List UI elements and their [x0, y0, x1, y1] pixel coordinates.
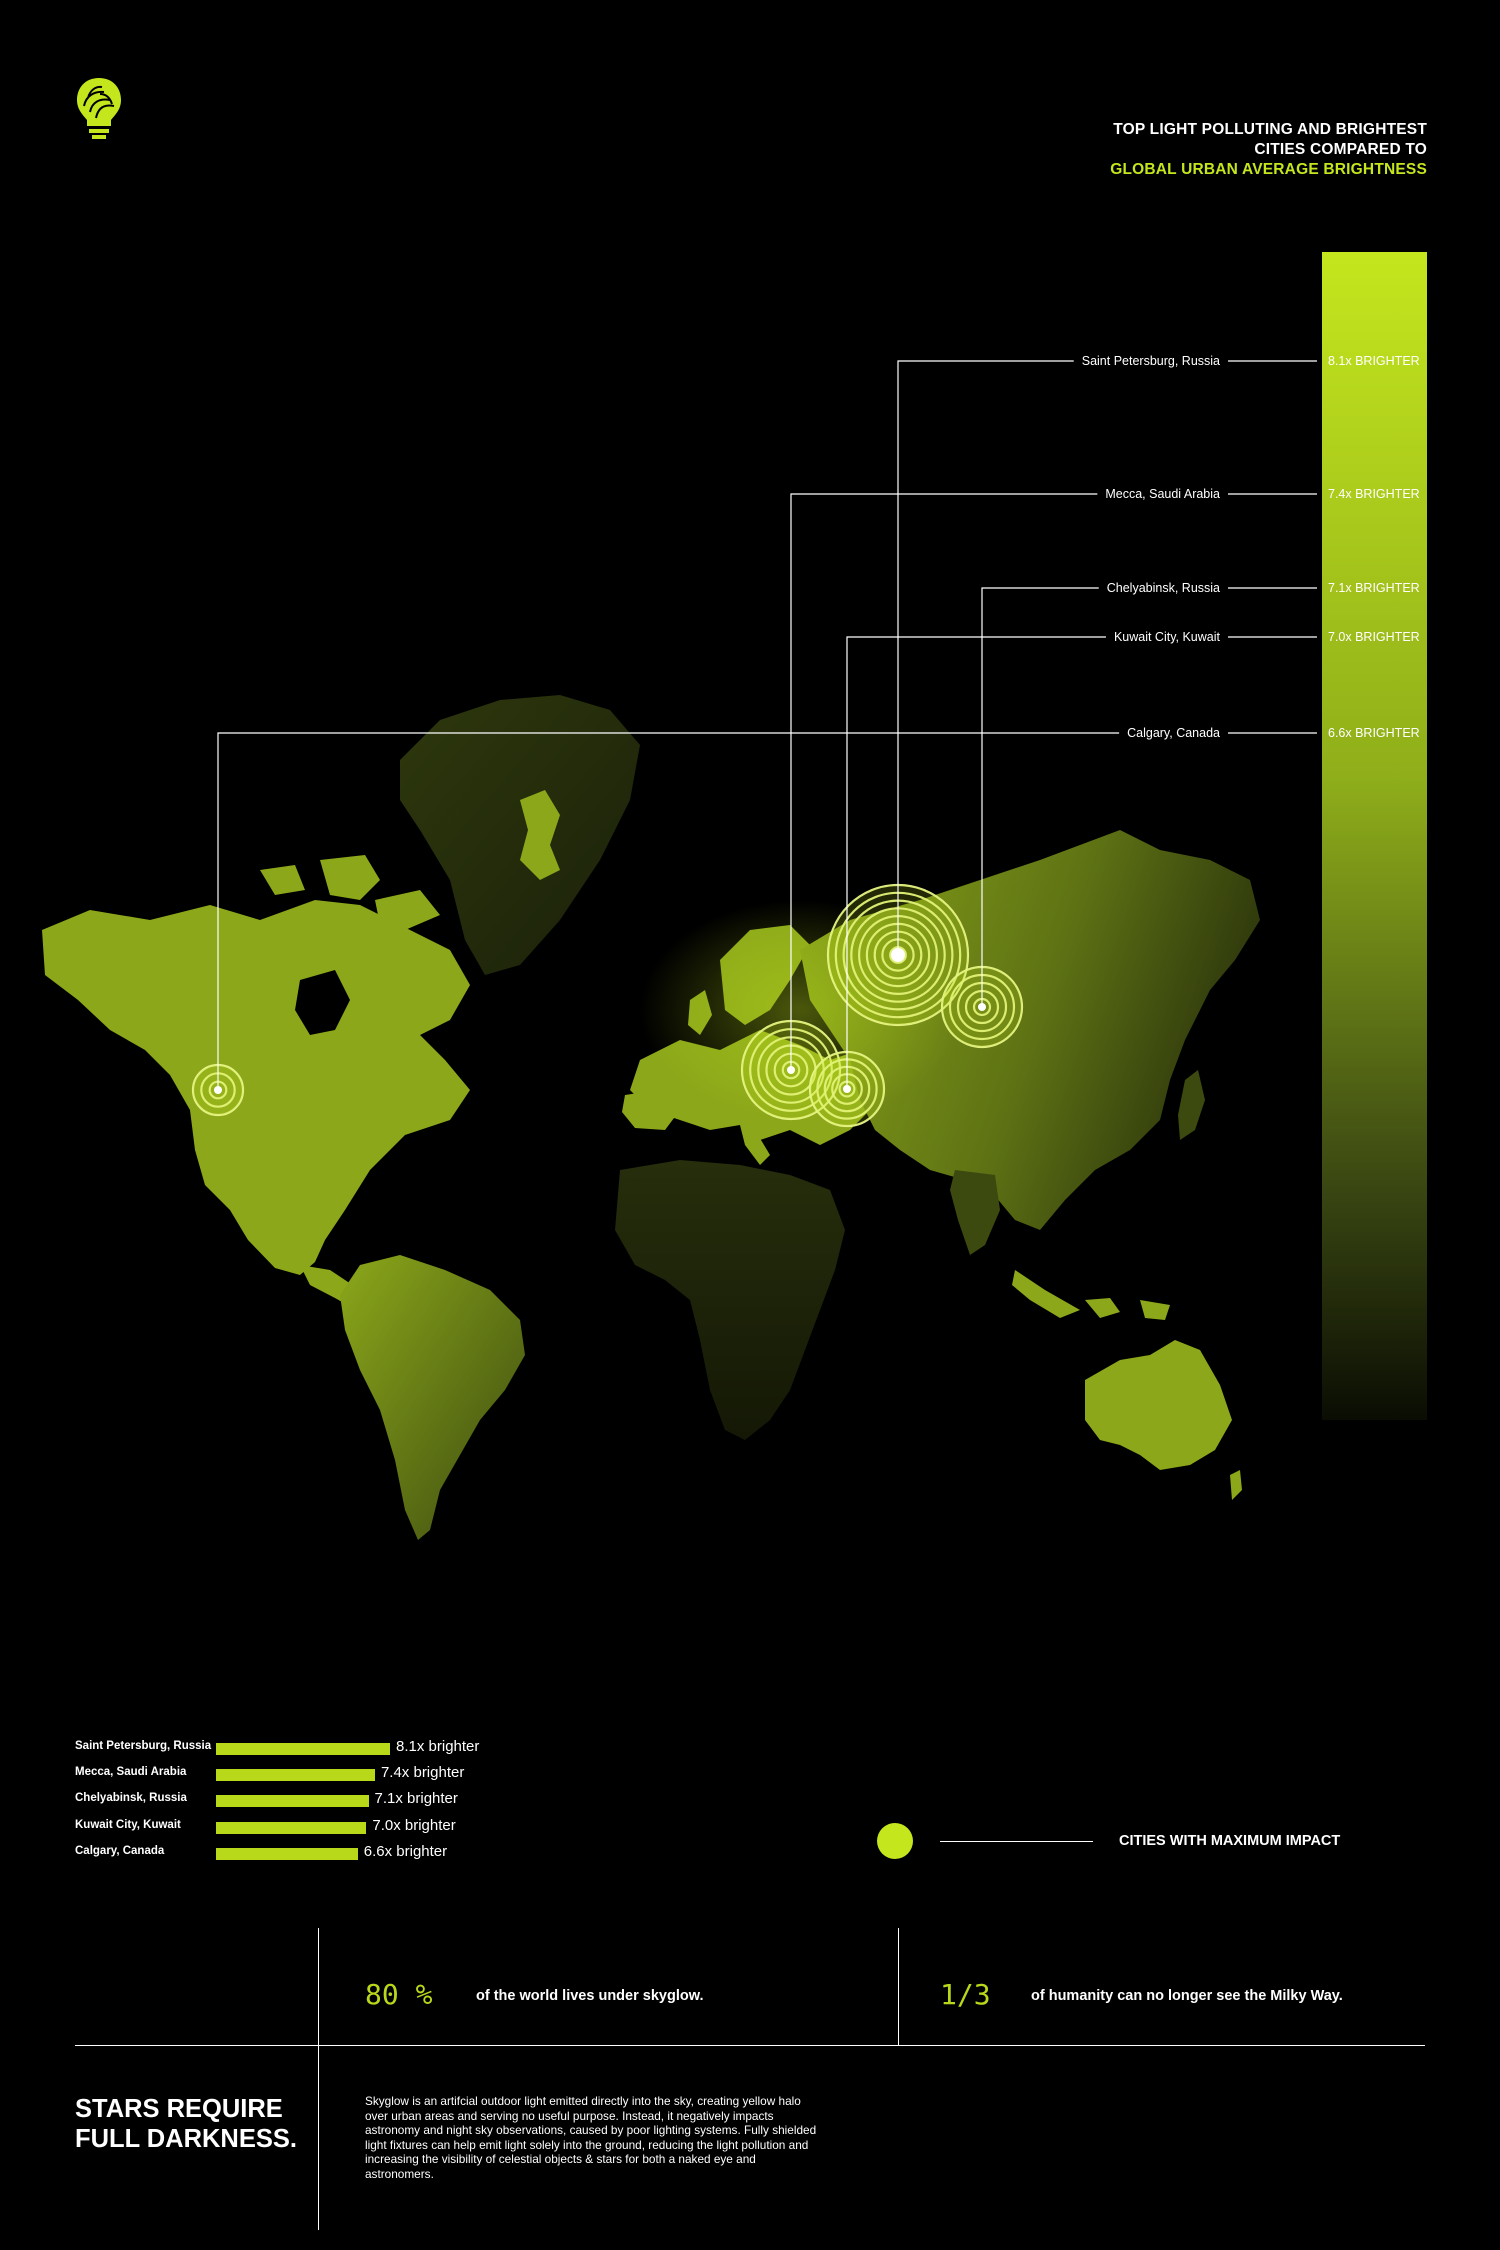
brightness-label-kuwait-city-kuwait: 7.0x BRIGHTER: [1328, 630, 1420, 644]
australia-shape: [1085, 1340, 1232, 1470]
callout-layer: Saint Petersburg, Russia 8.1x BRIGHTER Mec…: [191, 354, 1420, 1128]
city-label-chelyabinsk-russia: Chelyabinsk, Russia: [1107, 581, 1220, 595]
bar: [216, 1795, 369, 1808]
legend-line: [940, 1841, 1093, 1842]
legend-dot-icon: [877, 1823, 913, 1859]
vertical-rule-right: [898, 1928, 899, 2045]
iberia-shape: [622, 1090, 680, 1130]
bar: [216, 1821, 367, 1834]
city-label-kuwait-city-kuwait: Kuwait City, Kuwait: [1114, 630, 1221, 644]
bar-row: Mecca, Saudi Arabia 7.4x brighter: [75, 1762, 715, 1788]
brightness-label-mecca-saudi-arabia: 7.4x BRIGHTER: [1328, 487, 1420, 501]
stat-text-skyglow: of the world lives under skyglow.: [476, 1988, 704, 2004]
leader-line-calgary-canada: [217, 732, 1120, 1090]
lightbulb-brain-icon: [77, 78, 121, 139]
leader-line-saint-petersburg-russia: [897, 360, 1074, 955]
world-map: [42, 695, 1260, 1540]
hudson-bay-cutout: [295, 970, 350, 1035]
brightness-bar-chart: Saint Petersburg, Russia 8.1x brighter Mec…: [75, 1736, 715, 1867]
bar-row: Kuwait City, Kuwait 7.0x brighter: [75, 1815, 715, 1841]
italy-shape: [740, 1125, 770, 1165]
title-line-1: TOP LIGHT POLLUTING AND BRIGHTEST: [1113, 121, 1427, 138]
bar-value-label: 7.0x brighter: [372, 1816, 456, 1834]
city-label-calgary-canada: Calgary, Canada: [1127, 726, 1220, 740]
horizontal-rule: [75, 2045, 1425, 2046]
footer-heading: STARS REQUIRE FULL DARKNESS.: [75, 2094, 325, 2154]
bar-category-label: Kuwait City, Kuwait: [75, 1818, 181, 1831]
city-label-saint-petersburg-russia: Saint Petersburg, Russia: [1082, 354, 1220, 368]
bar-row: Saint Petersburg, Russia 8.1x brighter: [75, 1736, 715, 1762]
bar-value-label: 6.6x brighter: [363, 1842, 448, 1860]
title-line-2: CITIES COMPARED TO: [1254, 141, 1427, 158]
brightness-label-saint-petersburg-russia: 8.1x BRIGHTER: [1328, 354, 1420, 368]
europe-glow: [640, 900, 960, 1120]
bar: [216, 1847, 358, 1860]
stat-text-milky-way: of humanity can no longer see the Milky …: [1031, 1988, 1343, 2004]
bar-value-label: 7.4x brighter: [380, 1764, 465, 1782]
leader-line-chelyabinsk-russia: [981, 587, 1099, 1007]
bar: [216, 1743, 390, 1755]
bar-category-label: Saint Petersburg, Russia: [75, 1740, 212, 1752]
japan-shape: [1178, 1070, 1205, 1140]
brightness-label-calgary-canada: 6.6x BRIGHTER: [1328, 726, 1420, 740]
footer-heading-line-2: FULL DARKNESS.: [75, 2125, 297, 2153]
legend-label: CITIES WITH MAXIMUM IMPACT: [1119, 1833, 1341, 1849]
brightness-scale-bar: [1322, 252, 1427, 1420]
brightness-label-chelyabinsk-russia: 7.1x BRIGHTER: [1328, 581, 1420, 595]
africa-shape: [615, 1160, 845, 1440]
footer-heading-line-1: STARS REQUIRE: [75, 2095, 283, 2123]
stat-value-milky-way: 1/3: [940, 1978, 991, 2011]
bar-category-label: Mecca, Saudi Arabia: [75, 1766, 187, 1779]
new-zealand-shape: [1230, 1470, 1242, 1500]
north-america-shape: [42, 900, 470, 1275]
india-shape: [950, 1170, 1000, 1255]
arctic-islands: [260, 855, 440, 930]
bar-category-label: Calgary, Canada: [75, 1844, 165, 1857]
leader-line-mecca-saudi-arabia: [790, 493, 1098, 1070]
bar-row: Chelyabinsk, Russia 7.1x brighter: [75, 1788, 715, 1814]
footer-description: Skyglow is an artifcial outdoor light em…: [365, 2094, 817, 2181]
stat-value-skyglow: 80 %: [365, 1978, 433, 2011]
city-label-mecca-saudi-arabia: Mecca, Saudi Arabia: [1105, 487, 1220, 501]
indonesia-shape: [1012, 1270, 1170, 1320]
bar-category-label: Chelyabinsk, Russia: [75, 1792, 187, 1805]
greenland-shape: [400, 695, 640, 975]
bar-row: Calgary, Canada 6.6x brighter: [75, 1841, 715, 1867]
bar: [216, 1769, 375, 1782]
bar-value-label: 7.1x brighter: [374, 1790, 458, 1808]
south-america-shape: [340, 1255, 525, 1540]
bar-value-label: 8.1x brighter: [396, 1738, 480, 1755]
chart-title: TOP LIGHT POLLUTING AND BRIGHTEST CITIES…: [1110, 120, 1427, 180]
greenland-highlight: [520, 790, 560, 880]
world-map-chart: Saint Petersburg, Russia 8.1x BRIGHTER Mec…: [42, 252, 1427, 1540]
leader-line-kuwait-city-kuwait: [846, 636, 1106, 1089]
vertical-rule-left: [318, 1928, 319, 2230]
title-line-3: GLOBAL URBAN AVERAGE BRIGHTNESS: [1110, 161, 1427, 178]
